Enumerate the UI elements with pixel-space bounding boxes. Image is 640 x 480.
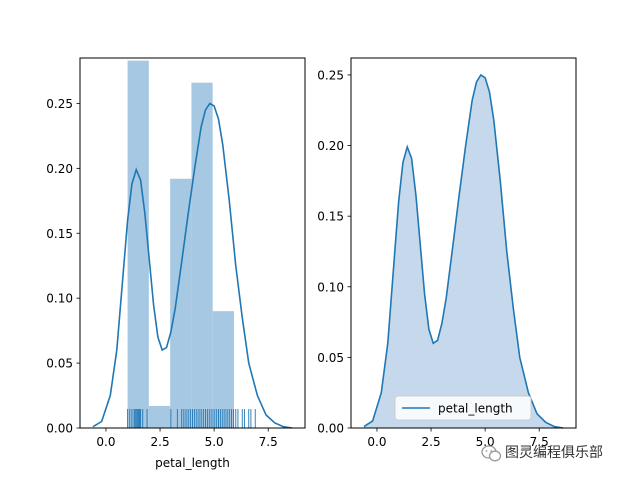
- right-kde-chart: 0.0 2.5 5.0 7.5 0.000.050.100.150.200.25 pe…: [317, 57, 577, 449]
- histogram-bar: [170, 178, 192, 428]
- left-x-axis-label: petal_length: [155, 456, 230, 470]
- kde-line-petal_length: [363, 73, 564, 429]
- left-y-tick-label: 0.25: [46, 97, 73, 111]
- right-y-tick-label: 0.15: [317, 210, 344, 224]
- right-x-tick-label: 2.5: [422, 435, 441, 449]
- left-histogram-chart: 0.0 2.5 5.0 7.5 0.00 0.05 0.10 0.15 0.20 0.25 pe…: [46, 57, 306, 470]
- histogram-bar: [148, 405, 171, 428]
- right-y-tick-label: 0.25: [317, 68, 344, 82]
- legend-entry-label: petal_length: [438, 402, 513, 416]
- legend-box: [394, 395, 532, 421]
- left-plot-area: [92, 60, 293, 429]
- left-x-tick-label: 7.5: [259, 435, 278, 449]
- right-plot-area: [363, 73, 564, 429]
- left-y-tick-label: 0.10: [46, 292, 73, 306]
- kde-line: [92, 102, 293, 429]
- left-x-ticks: 0.0 2.5 5.0 7.5: [96, 428, 278, 449]
- right-y-tick-label: 0.20: [317, 139, 344, 153]
- left-y-tick-label: 0.20: [46, 162, 73, 176]
- right-y-tick-label: 0.00: [317, 422, 344, 436]
- left-x-tick-label: 2.5: [151, 435, 170, 449]
- left-axes-frame: [79, 57, 306, 429]
- wechat-icon: [481, 445, 502, 462]
- legend: petal_length: [394, 395, 532, 421]
- left-y-tick-label: 0.15: [46, 227, 73, 241]
- left-y-ticks: 0.00 0.05 0.10 0.15 0.20 0.25: [46, 97, 80, 436]
- left-x-tick-label: 5.0: [205, 435, 224, 449]
- histogram-bar: [191, 82, 213, 429]
- left-y-tick-label: 0.05: [46, 357, 73, 371]
- right-axes-frame: [350, 57, 577, 429]
- right-x-tick-label: 0.0: [367, 435, 386, 449]
- right-y-ticks: 0.00 0.05 0.10 0.15 0.20 0.25: [317, 68, 351, 436]
- right-x-tick-label: 7.5: [530, 435, 549, 449]
- left-x-tick-label: 0.0: [96, 435, 115, 449]
- histogram-bar: [212, 311, 234, 428]
- watermark: 图灵编程俱乐部: [481, 445, 603, 462]
- right-y-tick-label: 0.10: [317, 280, 344, 294]
- right-y-tick-label: 0.05: [317, 351, 344, 365]
- left-y-tick-label: 0.00: [46, 422, 73, 436]
- kde-area-fill: [363, 74, 564, 428]
- watermark-text: 图灵编程俱乐部: [505, 445, 603, 461]
- histogram-bar: [127, 60, 149, 428]
